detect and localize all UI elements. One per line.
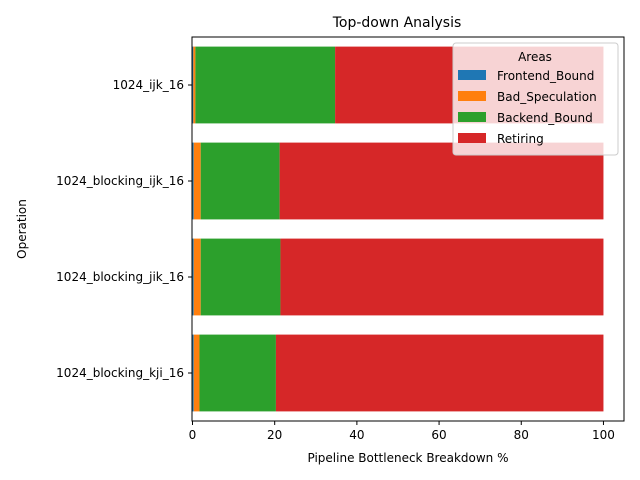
x-tick-label: 20 — [267, 428, 282, 442]
bar-segment-backend-bound — [200, 142, 280, 220]
y-tick-label: 1024_blocking_kji_16 — [56, 366, 184, 380]
legend-label: Frontend_Bound — [497, 69, 594, 83]
legend: Areas Frontend_Bound Bad_Speculation Backe… — [452, 42, 619, 156]
bar-segment-frontend-bound — [192, 142, 194, 220]
x-axis: 0 20 40 60 80 100 — [189, 421, 615, 442]
y-axis: 1024_ijk_16 1024_blocking_ijk_16 1024_bloc… — [56, 78, 192, 380]
legend-box — [452, 42, 619, 156]
legend-label: Backend_Bound — [497, 111, 593, 125]
bar-segment-backend-bound — [199, 334, 276, 412]
legend-swatch — [458, 91, 486, 101]
x-axis-title: Pipeline Bottleneck Breakdown % — [307, 451, 508, 465]
y-axis-title: Operation — [15, 199, 29, 259]
x-tick-label: 0 — [189, 428, 197, 442]
legend-swatch — [458, 112, 486, 122]
legend-title: Areas — [518, 50, 552, 64]
bar-segment-retiring — [275, 334, 604, 412]
x-tick-label: 80 — [514, 428, 529, 442]
legend-label: Retiring — [497, 132, 544, 146]
plot-frame — [191, 36, 625, 422]
bar-segment-bad-speculation — [193, 334, 200, 412]
y-tick-label: 1024_blocking_jik_16 — [56, 270, 184, 284]
legend-label: Bad_Speculation — [497, 90, 597, 104]
bar-segment-backend-bound — [195, 46, 336, 124]
bar-segment-retiring — [280, 238, 604, 316]
chart-title: Top-down Analysis — [332, 15, 462, 31]
x-tick-label: 60 — [431, 428, 446, 442]
x-tick-label: 40 — [349, 428, 364, 442]
y-tick-label: 1024_blocking_ijk_16 — [56, 174, 184, 188]
legend-swatch — [458, 70, 486, 80]
bar-segment-backend-bound — [200, 238, 281, 316]
bar-segment-frontend-bound — [192, 334, 194, 412]
bar-segment-bad-speculation — [193, 46, 196, 124]
legend-swatch — [458, 133, 486, 143]
bar-segment-bad-speculation — [193, 238, 201, 316]
bar-segment-frontend-bound — [192, 238, 194, 316]
y-tick-label: 1024_ijk_16 — [113, 78, 184, 92]
bar-segment-frontend-bound — [192, 46, 194, 124]
x-tick-label: 100 — [592, 428, 615, 442]
bar-segment-bad-speculation — [193, 142, 201, 220]
